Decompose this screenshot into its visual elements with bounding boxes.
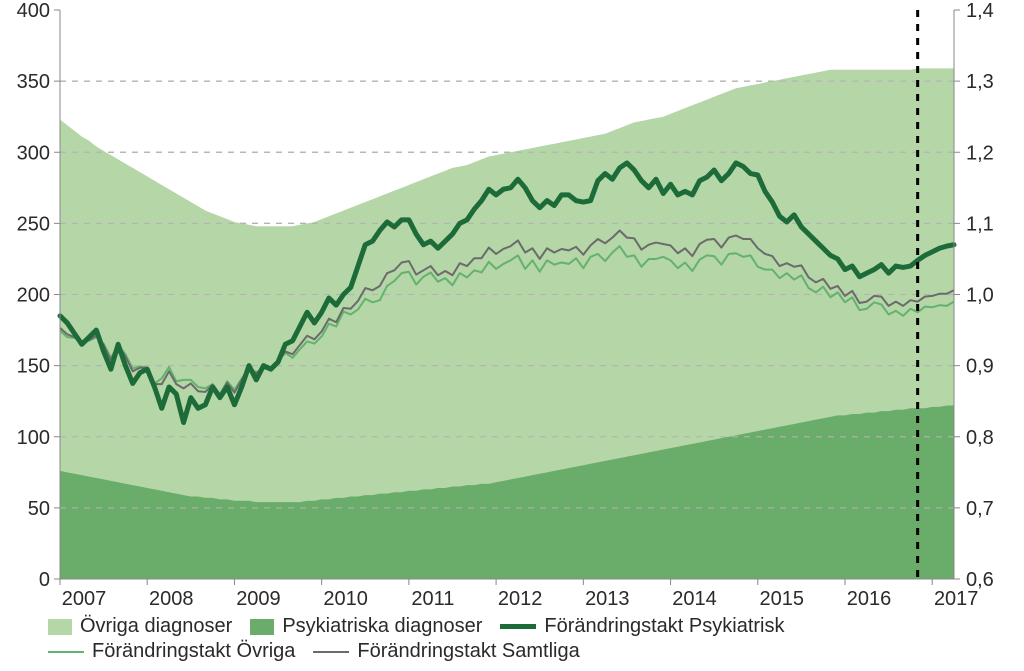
legend-item-ovriga-diag: Övriga diagnoser (48, 615, 232, 638)
svg-text:0,8: 0,8 (966, 427, 994, 449)
legend-label: Förändringstakt Psykiatrisk (544, 615, 784, 638)
legend-item-psyk-diag: Psykiatriska diagnoser (250, 615, 482, 638)
chart-container: 0501001502002503003504000,60,70,80,91,01… (0, 0, 1024, 671)
svg-text:0: 0 (39, 569, 50, 591)
svg-text:2010: 2010 (323, 588, 368, 610)
svg-text:100: 100 (17, 427, 50, 449)
svg-text:2008: 2008 (149, 588, 194, 610)
svg-text:1,1: 1,1 (966, 213, 994, 235)
legend-swatch (48, 651, 84, 653)
legend-label: Övriga diagnoser (80, 615, 232, 638)
svg-text:0,9: 0,9 (966, 356, 994, 378)
svg-text:1,0: 1,0 (966, 285, 994, 307)
svg-text:2013: 2013 (585, 588, 630, 610)
combo-chart: 0501001502002503003504000,60,70,80,91,01… (0, 0, 1024, 671)
svg-text:1,3: 1,3 (966, 71, 994, 93)
legend-label: Förändringstakt Övriga (92, 640, 295, 663)
svg-text:2015: 2015 (760, 588, 805, 610)
svg-text:150: 150 (17, 356, 50, 378)
svg-text:2009: 2009 (236, 588, 281, 610)
svg-text:200: 200 (17, 285, 50, 307)
svg-text:2014: 2014 (672, 588, 717, 610)
svg-text:2017: 2017 (934, 588, 979, 610)
svg-text:50: 50 (28, 498, 50, 520)
legend-swatch (500, 624, 536, 629)
svg-text:2007: 2007 (62, 588, 107, 610)
svg-text:300: 300 (17, 142, 50, 164)
legend-label: Psykiatriska diagnoser (282, 615, 482, 638)
svg-text:1,2: 1,2 (966, 142, 994, 164)
svg-text:2011: 2011 (411, 588, 454, 610)
legend-item-rate-psyk: Förändringstakt Psykiatrisk (500, 615, 784, 638)
svg-text:350: 350 (17, 71, 50, 93)
legend-swatch (48, 619, 72, 635)
legend-row-2: Förändringstakt Övriga Förändringstakt S… (48, 640, 978, 665)
legend-swatch (250, 619, 274, 635)
legend-row-1: Övriga diagnoser Psykiatriska diagnoser … (48, 615, 978, 640)
legend-item-rate-ovriga: Förändringstakt Övriga (48, 640, 295, 663)
legend-swatch (313, 651, 349, 653)
svg-text:2012: 2012 (498, 588, 543, 610)
svg-text:250: 250 (17, 213, 50, 235)
svg-text:2016: 2016 (847, 588, 892, 610)
legend: Övriga diagnoser Psykiatriska diagnoser … (48, 615, 978, 665)
svg-text:0,7: 0,7 (966, 498, 994, 520)
legend-item-rate-samtliga: Förändringstakt Samtliga (313, 640, 579, 663)
svg-text:1,4: 1,4 (966, 0, 994, 22)
svg-text:400: 400 (17, 0, 50, 22)
legend-label: Förändringstakt Samtliga (357, 640, 579, 663)
